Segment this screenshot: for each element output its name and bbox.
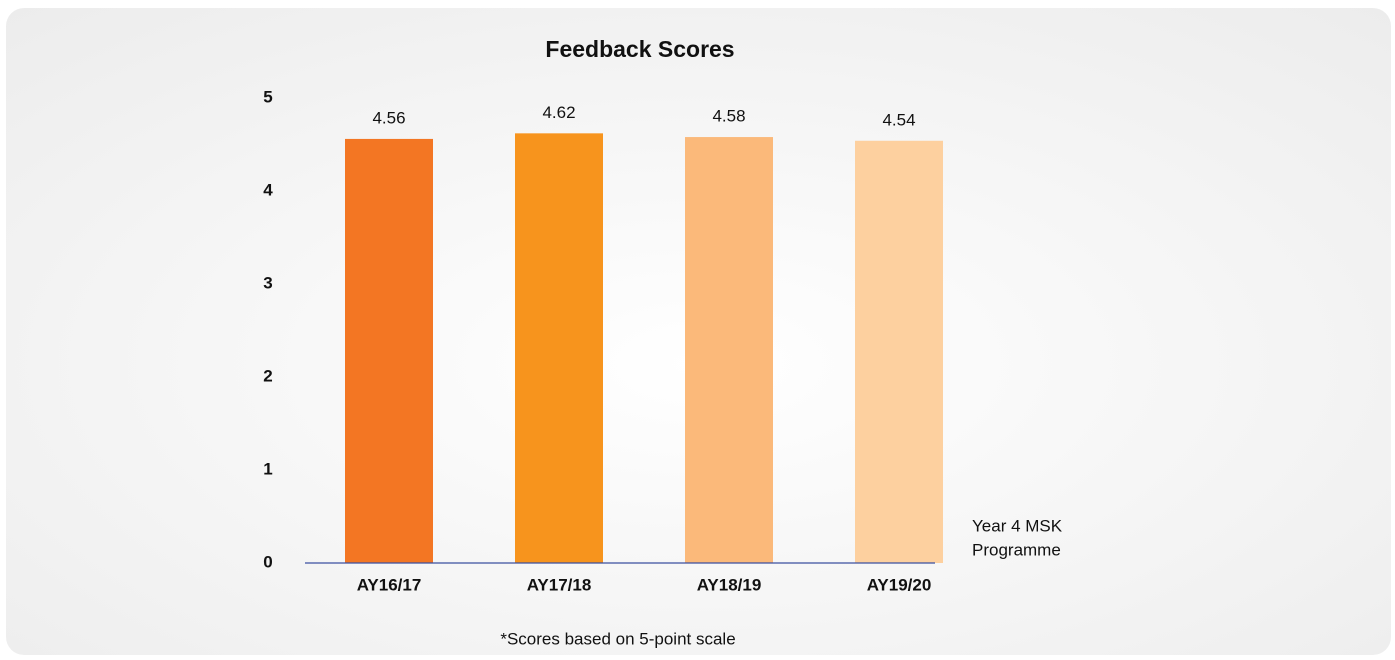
bar — [515, 133, 603, 563]
y-tick-label: 1 — [263, 459, 272, 478]
chart-title: Feedback Scores — [545, 36, 734, 62]
x-tick-label: AY18/19 — [697, 575, 762, 594]
bar — [855, 140, 943, 563]
footnote: *Scores based on 5-point scale — [500, 629, 735, 648]
bar — [685, 137, 773, 563]
y-tick-label: 3 — [263, 273, 272, 292]
x-tick-label: AY19/20 — [867, 575, 932, 594]
bar — [345, 138, 433, 564]
value-label: 4.56 — [372, 108, 405, 127]
y-tick-label: 4 — [263, 180, 273, 199]
value-label: 4.58 — [712, 107, 745, 126]
value-label: 4.62 — [542, 103, 575, 122]
annotation: Year 4 MSK — [972, 516, 1063, 535]
x-tick-label: AY17/18 — [527, 575, 592, 594]
x-tick-label: AY16/17 — [357, 575, 422, 594]
value-label: 4.54 — [882, 110, 915, 129]
y-tick-label: 0 — [263, 552, 272, 571]
y-tick-label: 5 — [263, 87, 272, 106]
annotation: Programme — [972, 540, 1061, 559]
y-tick-label: 2 — [263, 366, 272, 385]
